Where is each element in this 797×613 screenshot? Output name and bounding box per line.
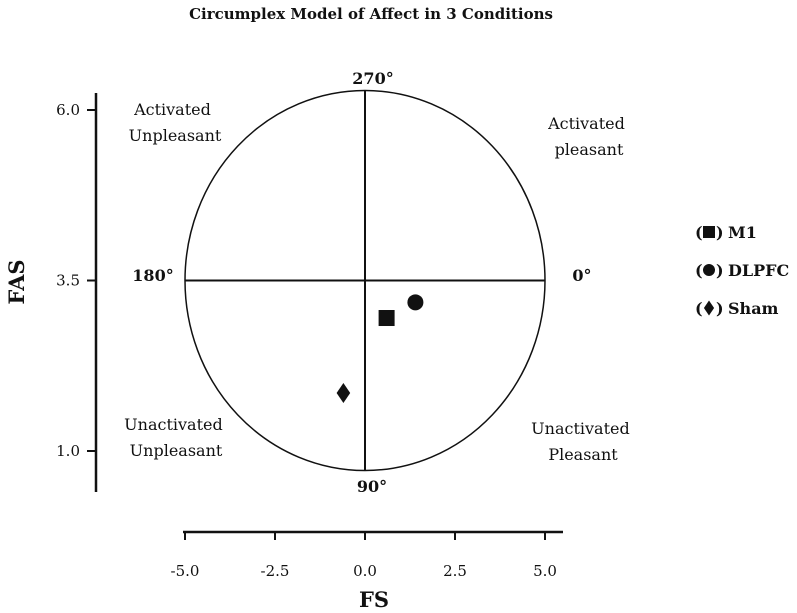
angle-label-0: 0° [572, 266, 591, 285]
quadrant-label-activated-unpleasant: Activated Unpleasant [129, 100, 222, 145]
legend-paren-open: ( [695, 299, 703, 318]
data-point-sham [336, 383, 351, 404]
legend-marker-sham [703, 300, 715, 316]
angle-label-180: 180° [132, 266, 173, 285]
legend-paren-close: ) [716, 299, 724, 318]
quadrant-label-line: Unactivated [531, 419, 630, 438]
x-tick-label: 5.0 [533, 562, 557, 580]
angle-label-90: 90° [357, 477, 387, 496]
quadrant-label-line: Activated [547, 114, 625, 133]
x-tick-label: -5.0 [171, 562, 200, 580]
quadrant-label-line: Unactivated [124, 415, 223, 434]
x-tick-label: 2.5 [443, 562, 467, 580]
data-point-dlpfc [407, 294, 424, 311]
legend-label-sham: Sham [728, 299, 779, 318]
legend-paren-open: ( [695, 261, 703, 280]
data-points [336, 294, 424, 404]
y-tick-label: 1.0 [56, 442, 80, 460]
legend-label-m1: M1 [728, 223, 757, 242]
legend-paren-close: ) [716, 223, 724, 242]
angle-label-270: 270° [352, 69, 393, 88]
quadrant-label-line: pleasant [555, 140, 624, 159]
y-axis-label: FAS [4, 259, 29, 304]
quadrant-label-activated-pleasant: Activated pleasant [547, 114, 630, 159]
quadrant-label-line: Activated [133, 100, 211, 119]
quadrant-label-line: Unpleasant [129, 126, 222, 145]
y-ticks: 6.0 3.5 1.0 [56, 101, 96, 460]
legend-marker-dlpfc [703, 264, 715, 276]
legend-marker-m1 [703, 226, 715, 238]
x-tick-label: -2.5 [261, 562, 290, 580]
x-ticks: -5.0 -2.5 0.0 2.5 5.0 [171, 532, 557, 580]
legend-paren-close: ) [716, 261, 724, 280]
y-tick-label: 6.0 [56, 101, 80, 119]
legend-paren-open: ( [695, 223, 703, 242]
chart-title: Circumplex Model of Affect in 3 Conditio… [189, 5, 553, 23]
legend-label-dlpfc: DLPFC [728, 261, 789, 280]
quadrant-label-unactivated-unpleasant: Unactivated Unpleasant [124, 415, 228, 460]
y-tick-label: 3.5 [56, 272, 80, 290]
quadrant-label-unactivated-pleasant: Unactivated Pleasant [531, 419, 635, 464]
x-tick-label: 0.0 [353, 562, 377, 580]
quadrant-label-line: Unpleasant [130, 441, 223, 460]
quadrant-label-line: Pleasant [548, 445, 618, 464]
legend: () M1() DLPFC() Sham [695, 223, 789, 318]
data-point-m1 [378, 310, 395, 327]
x-axis-label: FS [359, 587, 389, 612]
